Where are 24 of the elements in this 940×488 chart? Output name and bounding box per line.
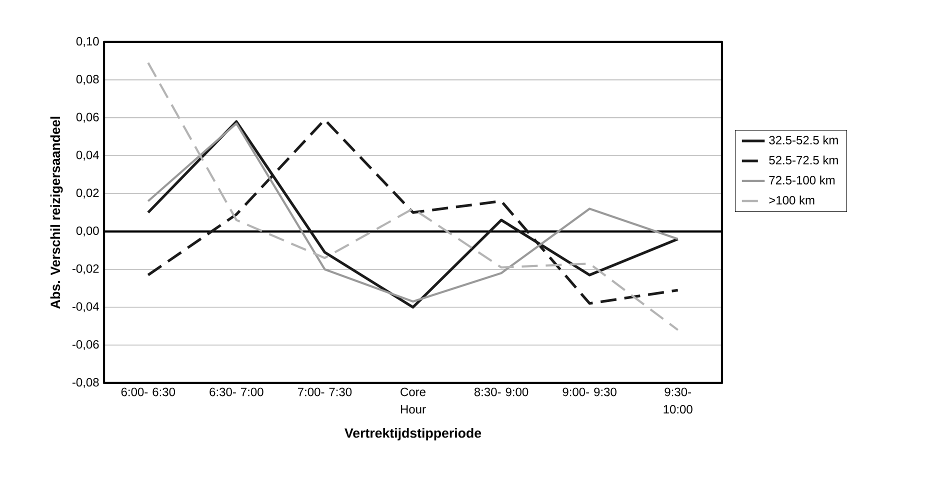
y-tick-label: 0,00 xyxy=(76,226,99,236)
legend-label: 52.5-72.5 km xyxy=(769,156,838,164)
y-tick-label: -0,08 xyxy=(72,378,99,388)
y-tick-label: 0,10 xyxy=(76,37,99,47)
x-tick-label: 9:30- 10:00 xyxy=(664,388,692,414)
x-tick-label: 6:00- 6:30 xyxy=(121,388,176,396)
y-tick-label: -0,06 xyxy=(72,340,99,350)
x-tick-label: 6:30- 7:00 xyxy=(210,388,264,396)
x-tick-label: 9:00- 9:30 xyxy=(562,388,616,396)
y-tick-label: 0,04 xyxy=(76,150,99,161)
y-tick-label: 0,08 xyxy=(76,74,99,85)
legend-label: 72.5-100 km xyxy=(769,176,835,184)
y-tick-label: 0,02 xyxy=(76,188,99,198)
x-tick-label: 7:00- 7:30 xyxy=(298,388,352,396)
x-axis-title: Vertrektijdstipperiode xyxy=(344,428,482,440)
legend-label: >100 km xyxy=(769,196,814,204)
x-tick-label: 8:30- 9:00 xyxy=(474,388,528,396)
y-axis-title: Abs. Verschil reizigersaandeel xyxy=(50,116,63,309)
y-tick-label: 0,06 xyxy=(76,112,99,123)
y-tick-label: -0,04 xyxy=(72,302,99,312)
legend-label: 32.5-52.5 km xyxy=(769,136,838,144)
y-tick-label: -0,02 xyxy=(72,264,99,274)
x-tick-label: Core Hour xyxy=(400,388,426,414)
line-series xyxy=(147,62,679,332)
